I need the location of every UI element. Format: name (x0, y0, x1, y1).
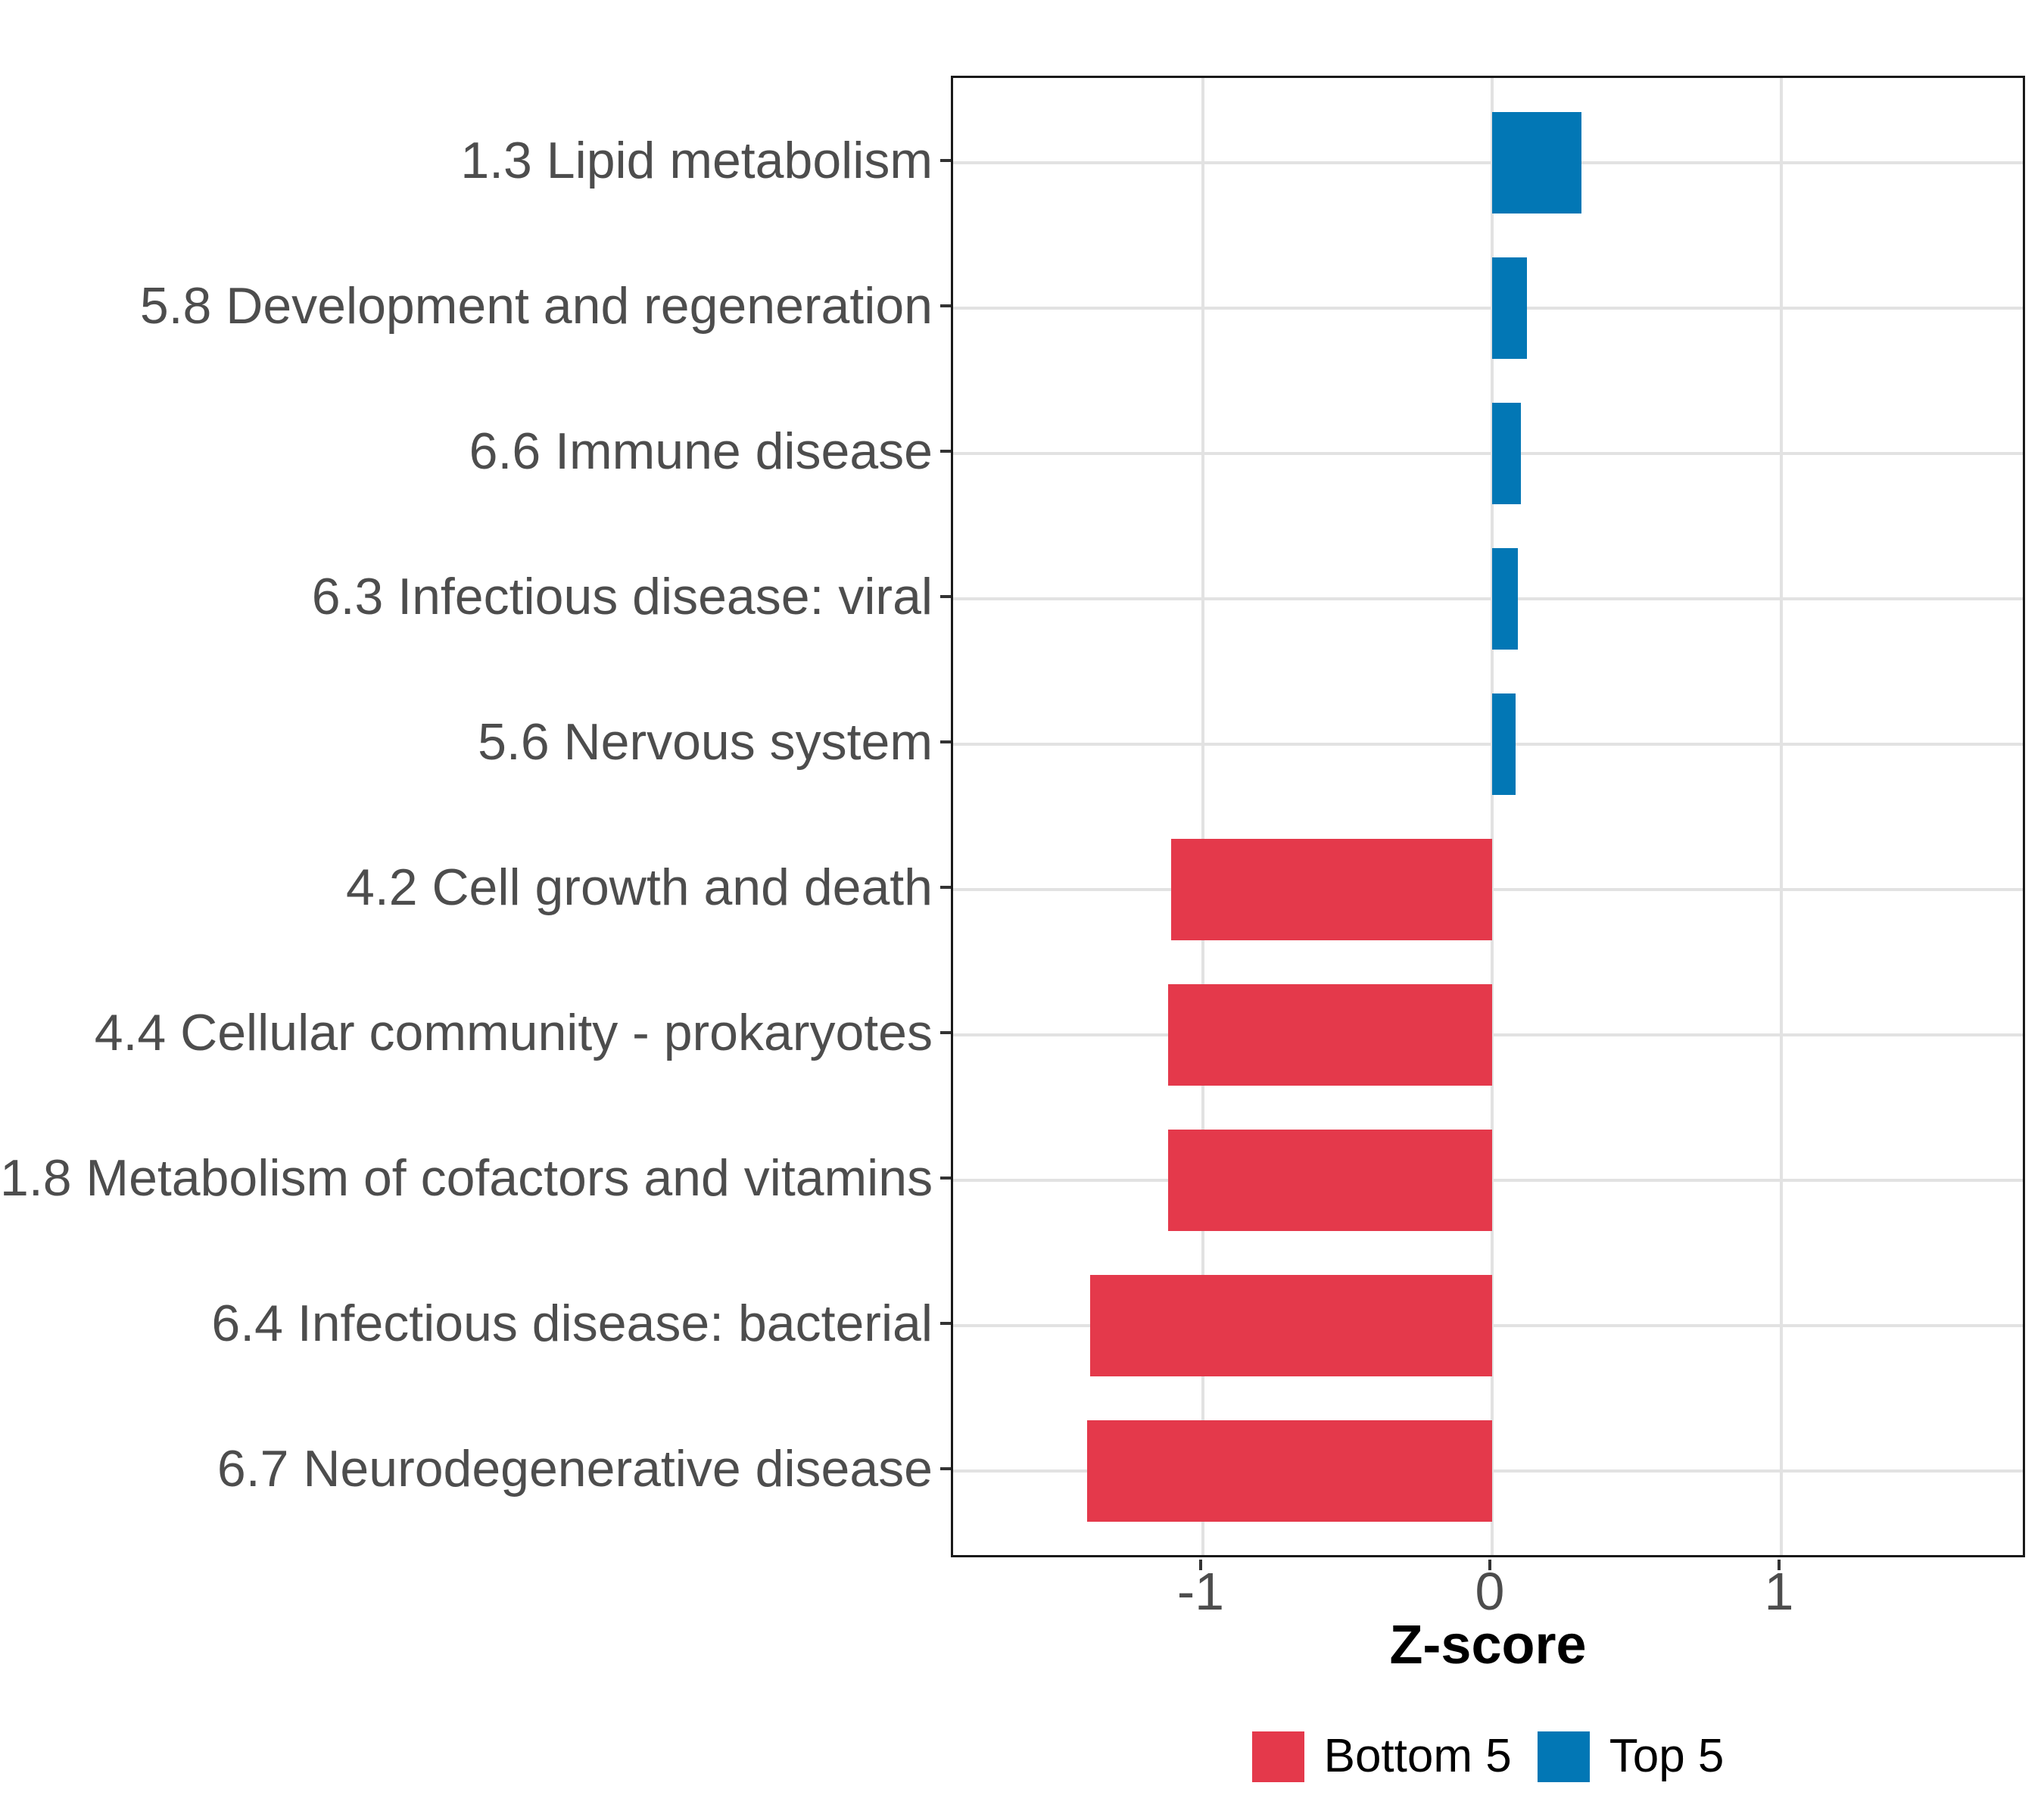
gridline-horizontal (953, 743, 2023, 746)
y-axis-tick-mark (940, 450, 951, 453)
gridline-vertical (1491, 78, 1494, 1555)
x-axis-title: Z-score (1389, 1615, 1587, 1675)
gridline-horizontal (953, 161, 2023, 164)
y-axis-tick-mark (940, 595, 951, 598)
bar-2 (1492, 403, 1522, 504)
y-axis-tick-mark (940, 886, 951, 889)
gridline-horizontal (953, 307, 2023, 310)
bar-9 (1087, 1420, 1492, 1522)
y-axis-label: 6.4 Infectious disease: bacterial (211, 1295, 933, 1352)
legend-item: Bottom 5 (1251, 1726, 1512, 1787)
y-axis-label: 6.6 Immune disease (469, 422, 933, 480)
x-axis-tick-mark (1488, 1560, 1491, 1570)
y-axis-tick-mark (940, 740, 951, 743)
gridline-horizontal (953, 597, 2023, 600)
legend-label-top-5: Top 5 (1609, 1730, 1725, 1782)
x-axis-tick-label: 0 (1475, 1562, 1505, 1621)
legend-label-bottom-5: Bottom 5 (1323, 1730, 1512, 1782)
bar-6 (1168, 984, 1492, 1086)
y-axis-label: 4.2 Cell growth and death (346, 859, 933, 916)
legend-item: Top 5 (1537, 1726, 1725, 1787)
y-axis-tick-mark (940, 159, 951, 162)
y-axis-label: 6.3 Infectious disease: viral (311, 568, 933, 625)
bar-1 (1492, 257, 1527, 359)
y-axis-label: 5.6 Nervous system (478, 713, 933, 771)
bar-5 (1170, 839, 1492, 940)
gridline-vertical (1201, 78, 1204, 1555)
y-axis-tick-mark (940, 304, 951, 307)
y-axis-tick-mark (940, 1031, 951, 1034)
x-axis-tick-label: 1 (1764, 1562, 1794, 1621)
plot-panel (951, 76, 2025, 1557)
y-axis-label: 4.4 Cellular community - prokaryotes (94, 1004, 933, 1061)
bar-3 (1492, 548, 1519, 650)
legend: Bottom 5 Top 5 (951, 1726, 2025, 1787)
y-axis-label: 1.3 Lipid metabolism (460, 132, 933, 189)
gridline-vertical (1780, 78, 1783, 1555)
bar-7 (1168, 1130, 1492, 1231)
bar-0 (1492, 112, 1582, 213)
legend-swatch-top-5 (1537, 1731, 1590, 1782)
y-axis-tick-mark (940, 1177, 951, 1180)
y-axis-label: 6.7 Neurodegenerative disease (217, 1440, 933, 1498)
x-axis-tick-mark (1778, 1560, 1781, 1570)
x-axis-tick-mark (1199, 1560, 1202, 1570)
x-axis-tick-label: -1 (1176, 1562, 1225, 1621)
gridline-horizontal (953, 452, 2023, 455)
bar-8 (1090, 1275, 1492, 1376)
y-axis-tick-mark (940, 1467, 951, 1470)
bar-4 (1492, 693, 1516, 795)
y-axis-label: 1.8 Metabolism of cofactors and vitamins (0, 1149, 933, 1207)
y-axis-tick-mark (940, 1322, 951, 1325)
legend-swatch-bottom-5 (1251, 1731, 1304, 1782)
y-axis-label: 5.8 Development and regeneration (139, 277, 933, 335)
